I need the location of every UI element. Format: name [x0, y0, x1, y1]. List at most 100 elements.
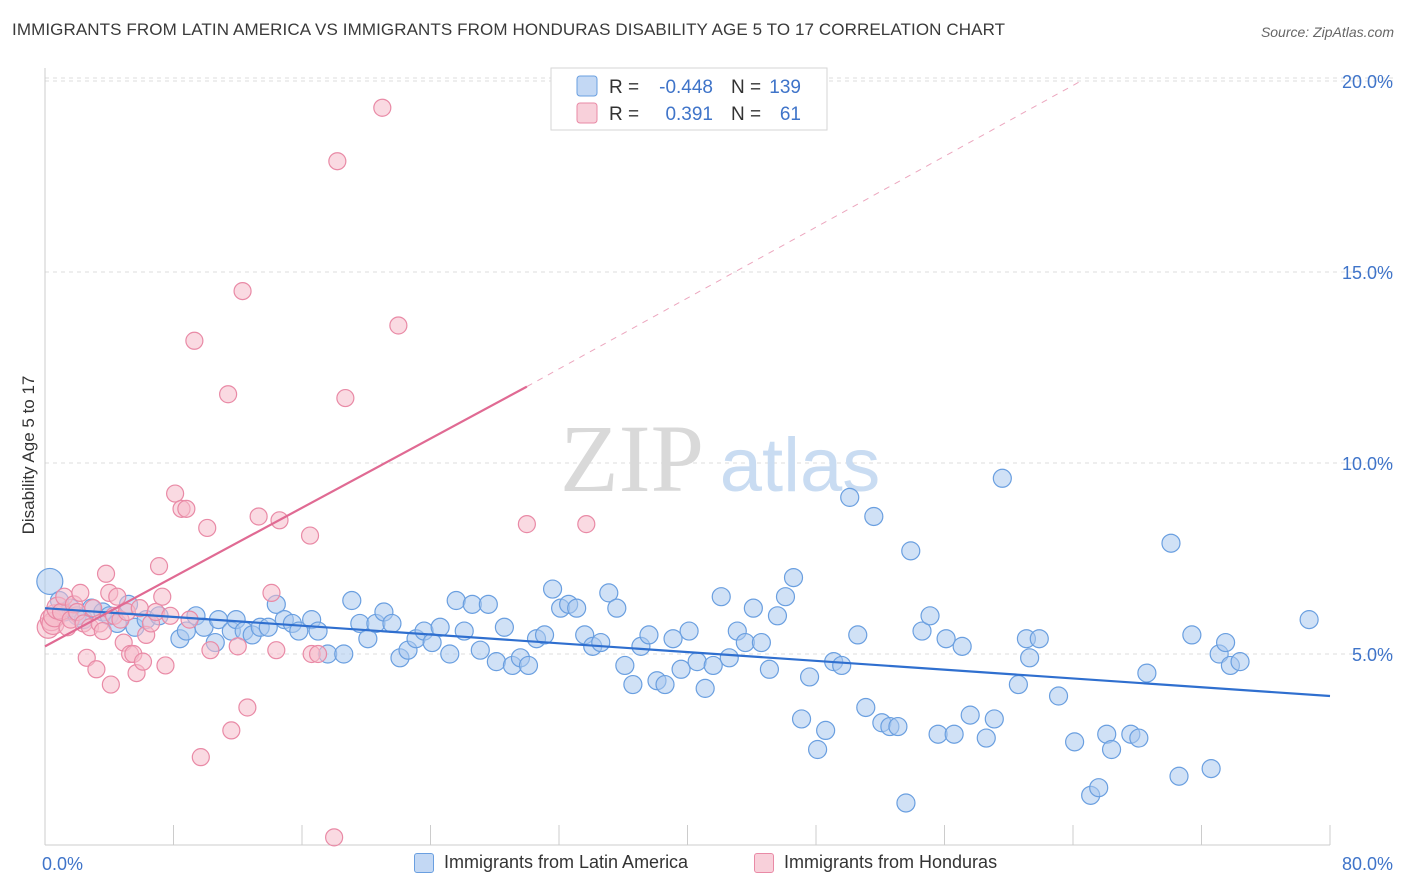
data-point-honduras	[180, 610, 199, 629]
data-point-latin-america	[1299, 610, 1319, 630]
legend-swatch-honduras	[754, 852, 774, 873]
data-point-latin-america	[671, 659, 691, 679]
data-point-honduras	[328, 152, 347, 171]
data-point-honduras	[228, 637, 247, 656]
data-point-latin-america	[1169, 766, 1189, 786]
data-point-latin-america	[1161, 533, 1181, 553]
data-point-latin-america	[719, 648, 739, 668]
data-point-latin-america	[743, 598, 763, 618]
data-point-latin-america	[864, 506, 884, 527]
data-point-latin-america	[679, 621, 699, 641]
data-point-latin-america	[936, 629, 956, 649]
data-point-honduras	[191, 748, 210, 767]
data-point-latin-america	[1182, 625, 1202, 645]
data-point-latin-america	[342, 590, 362, 611]
data-point-honduras	[373, 98, 392, 117]
data-point-latin-america	[607, 598, 627, 618]
data-point-honduras	[201, 641, 220, 660]
data-point-honduras	[249, 507, 268, 526]
data-point-latin-america	[832, 655, 852, 676]
data-point-latin-america	[36, 567, 64, 596]
legend-swatch-blue	[576, 75, 598, 97]
data-point-latin-america	[494, 617, 514, 637]
watermark: ZIP atlas	[560, 405, 880, 512]
data-point-honduras	[166, 484, 185, 503]
data-point-latin-america	[334, 644, 354, 664]
data-point-latin-america	[896, 793, 916, 813]
source-note: Source: ZipAtlas.com	[1260, 24, 1394, 40]
data-point-honduras	[267, 641, 286, 660]
data-point-latin-america	[470, 640, 490, 660]
data-point-latin-america	[567, 598, 587, 618]
series-honduras-points	[36, 98, 596, 847]
data-point-honduras	[149, 557, 169, 576]
data-point-latin-america	[808, 739, 828, 760]
data-point-honduras	[198, 518, 217, 538]
data-point-latin-america	[799, 667, 820, 687]
data-point-latin-america	[1137, 663, 1157, 683]
data-point-latin-america	[920, 606, 940, 626]
data-point-latin-america	[382, 613, 402, 634]
data-point-latin-america	[976, 728, 996, 748]
x-tick-label-max: 80.0%	[1342, 854, 1393, 874]
data-point-latin-america	[791, 709, 812, 729]
y-tick-labels: 5.0% 10.0% 15.0% 20.0%	[1342, 72, 1393, 665]
data-point-honduras	[219, 385, 238, 404]
data-point-latin-america	[430, 617, 450, 637]
data-point-honduras	[389, 316, 408, 335]
data-point-latin-america	[1101, 739, 1122, 760]
data-point-latin-america	[735, 632, 755, 653]
data-point-honduras	[108, 587, 127, 606]
data-point-honduras	[577, 515, 596, 534]
y-axis-label: Disability Age 5 to 17	[19, 376, 38, 535]
data-point-latin-america	[655, 674, 675, 695]
data-point-latin-america	[1129, 728, 1149, 748]
x-tick-labels: 0.0% 80.0%	[42, 854, 1393, 874]
data-point-honduras	[233, 282, 252, 301]
y-tick-label: 15.0%	[1342, 263, 1393, 283]
series-latin-america-points	[36, 468, 1319, 813]
data-point-latin-america	[695, 678, 715, 698]
y-tick-label: 10.0%	[1342, 454, 1393, 474]
trendline-honduras-extension	[526, 80, 1082, 388]
legend-r-value-1: -0.448	[659, 77, 713, 98]
data-point-latin-america	[258, 617, 278, 637]
data-point-latin-america	[542, 579, 563, 599]
data-point-latin-america	[944, 724, 964, 744]
data-point-honduras	[101, 675, 120, 694]
data-point-latin-america	[486, 652, 506, 672]
data-point-honduras	[177, 499, 196, 518]
data-point-honduras	[300, 526, 320, 545]
data-point-honduras	[517, 515, 536, 534]
data-point-latin-america	[856, 697, 876, 718]
legend-r-value-2: 0.391	[665, 104, 713, 125]
data-point-latin-america	[462, 594, 482, 614]
data-point-latin-america	[783, 567, 804, 588]
legend-item-honduras: Immigrants from Honduras	[754, 852, 997, 873]
axes	[44, 68, 1331, 846]
y-tick-label: 20.0%	[1342, 72, 1393, 92]
data-point-latin-america	[928, 724, 948, 744]
data-point-latin-america	[1215, 632, 1236, 653]
data-point-latin-america	[518, 655, 539, 676]
data-point-honduras	[222, 721, 241, 740]
data-point-latin-america	[478, 594, 498, 614]
data-point-latin-america	[840, 487, 860, 507]
data-point-latin-america	[816, 720, 836, 741]
data-point-honduras	[96, 564, 116, 583]
data-point-latin-america	[1089, 778, 1109, 798]
data-point-latin-america	[901, 541, 921, 561]
data-point-latin-america	[1008, 674, 1028, 695]
watermark-zip: ZIP	[560, 405, 704, 512]
chart-title: IMMIGRANTS FROM LATIN AMERICA VS IMMIGRA…	[12, 20, 1006, 39]
data-point-latin-america	[687, 652, 707, 672]
data-point-latin-america	[1201, 758, 1221, 779]
data-point-honduras	[308, 644, 328, 664]
data-point-honduras	[84, 599, 103, 618]
trendline-honduras	[44, 385, 528, 648]
data-point-latin-america	[615, 655, 635, 676]
x-tick-label-min: 0.0%	[42, 854, 83, 874]
data-point-latin-america	[992, 468, 1012, 488]
data-point-latin-america	[888, 716, 908, 737]
trendline-latin-america	[44, 607, 1331, 698]
